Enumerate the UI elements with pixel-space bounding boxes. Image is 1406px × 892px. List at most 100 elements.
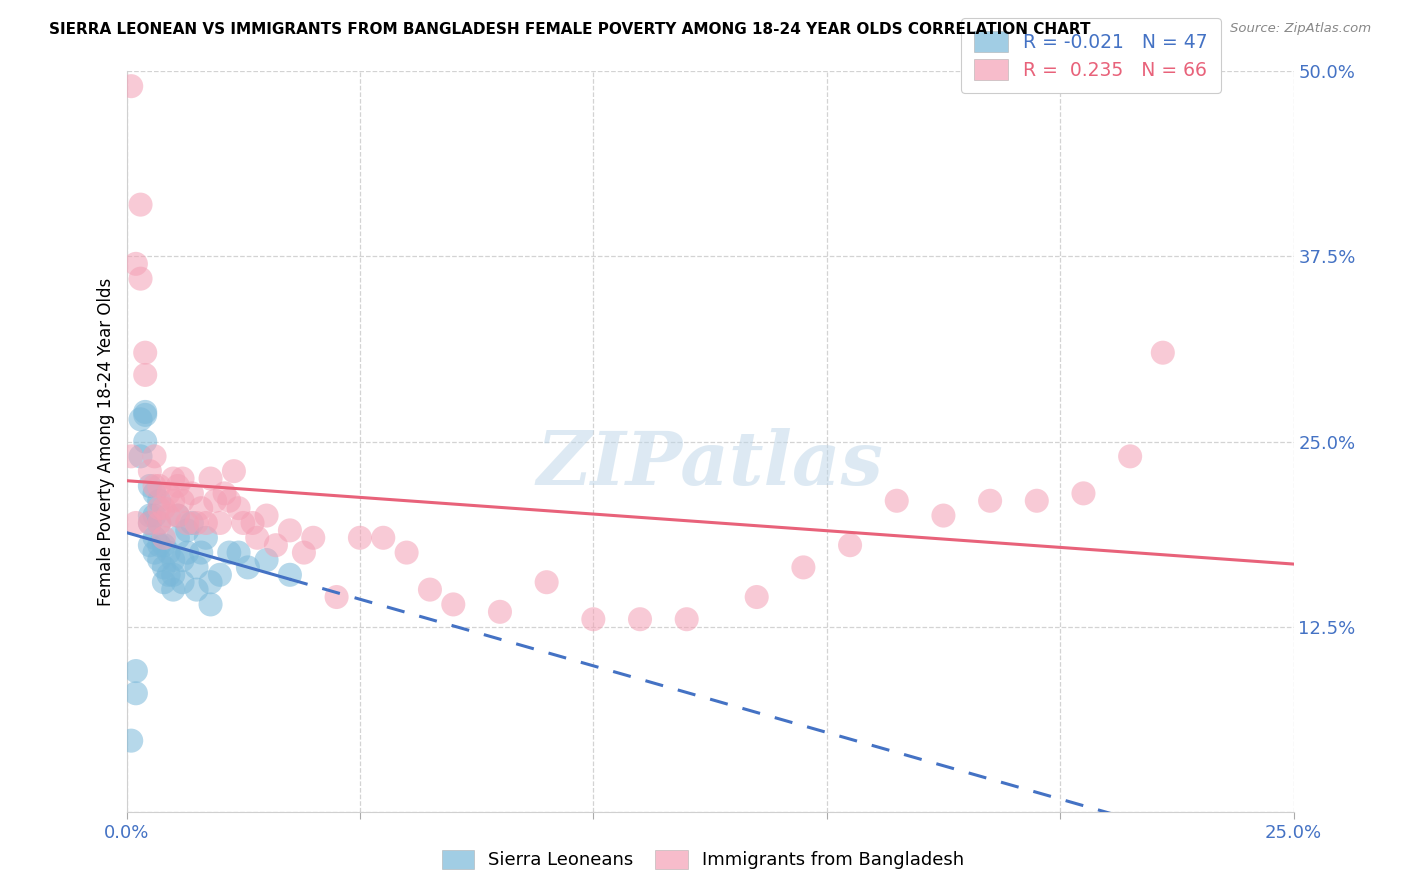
Point xyxy=(232,516,254,530)
Point xyxy=(143,546,166,560)
Point xyxy=(148,553,170,567)
Point xyxy=(125,686,148,700)
Legend: R = -0.021   N = 47, R =  0.235   N = 66: R = -0.021 N = 47, R = 0.235 N = 66 xyxy=(962,19,1220,93)
Point xyxy=(441,598,464,612)
Point xyxy=(129,197,152,211)
Point xyxy=(190,546,212,560)
Point xyxy=(125,257,148,271)
Point xyxy=(139,479,162,493)
Point xyxy=(162,582,184,597)
Point xyxy=(125,516,148,530)
Point xyxy=(120,733,142,747)
Point xyxy=(162,493,184,508)
Point xyxy=(395,546,418,560)
Point xyxy=(139,464,162,478)
Point xyxy=(1073,486,1095,500)
Point xyxy=(242,516,264,530)
Point xyxy=(172,471,194,485)
Point xyxy=(134,345,156,359)
Point xyxy=(167,508,190,523)
Point xyxy=(134,408,156,422)
Point xyxy=(302,531,325,545)
Point xyxy=(246,531,269,545)
Text: ZIPatlas: ZIPatlas xyxy=(537,427,883,500)
Text: Source: ZipAtlas.com: Source: ZipAtlas.com xyxy=(1230,22,1371,36)
Point xyxy=(292,546,315,560)
Point xyxy=(176,546,198,560)
Point xyxy=(1025,493,1047,508)
Point xyxy=(143,531,166,545)
Point xyxy=(208,567,231,582)
Point xyxy=(157,486,180,500)
Point xyxy=(325,590,347,604)
Point xyxy=(148,501,170,516)
Legend: Sierra Leoneans, Immigrants from Bangladesh: Sierra Leoneans, Immigrants from Banglad… xyxy=(433,841,973,879)
Point xyxy=(194,516,217,530)
Point xyxy=(218,546,240,560)
Point xyxy=(208,516,231,530)
Point xyxy=(792,560,814,574)
Point xyxy=(162,471,184,485)
Point xyxy=(1119,450,1142,464)
Point xyxy=(236,560,259,574)
Point xyxy=(148,538,170,552)
Point xyxy=(214,486,236,500)
Point xyxy=(129,271,152,285)
Point xyxy=(120,79,142,94)
Point xyxy=(628,612,651,626)
Point xyxy=(139,516,162,530)
Point xyxy=(278,524,301,538)
Point xyxy=(256,553,278,567)
Point xyxy=(139,538,162,552)
Point xyxy=(139,516,162,530)
Point xyxy=(143,486,166,500)
Point xyxy=(194,531,217,545)
Point xyxy=(979,493,1001,508)
Point xyxy=(200,598,222,612)
Point xyxy=(153,538,176,552)
Point xyxy=(162,553,184,567)
Point xyxy=(167,531,190,545)
Point xyxy=(167,508,190,523)
Point xyxy=(134,434,156,449)
Point xyxy=(129,412,152,426)
Point xyxy=(218,493,240,508)
Point xyxy=(172,553,194,567)
Point xyxy=(148,493,170,508)
Point xyxy=(839,538,862,552)
Point xyxy=(148,479,170,493)
Point xyxy=(172,493,194,508)
Point xyxy=(582,612,605,626)
Point xyxy=(886,493,908,508)
Point xyxy=(349,531,371,545)
Point xyxy=(139,508,162,523)
Point xyxy=(186,582,208,597)
Point xyxy=(373,531,395,545)
Point xyxy=(143,479,166,493)
Point xyxy=(157,567,180,582)
Point xyxy=(153,560,176,574)
Point xyxy=(536,575,558,590)
Point xyxy=(176,524,198,538)
Point xyxy=(489,605,512,619)
Point xyxy=(228,501,250,516)
Point xyxy=(125,664,148,678)
Point xyxy=(228,546,250,560)
Point xyxy=(186,560,208,574)
Point xyxy=(167,479,190,493)
Point xyxy=(419,582,441,597)
Point xyxy=(153,501,176,516)
Point xyxy=(200,575,222,590)
Point xyxy=(153,575,176,590)
Point xyxy=(143,508,166,523)
Point xyxy=(162,567,184,582)
Point xyxy=(176,516,198,530)
Point xyxy=(134,405,156,419)
Point xyxy=(200,471,222,485)
Point xyxy=(264,538,287,552)
Point xyxy=(190,501,212,516)
Point xyxy=(134,368,156,382)
Point xyxy=(172,575,194,590)
Point xyxy=(120,450,142,464)
Point xyxy=(143,450,166,464)
